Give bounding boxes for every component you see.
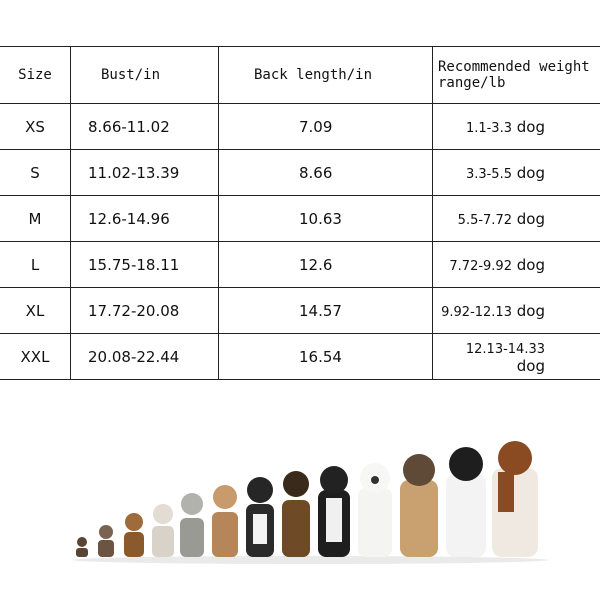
- table-row: L 15.75-18.11 12.6 7.72-9.92 dog: [0, 241, 600, 288]
- table-row: S 11.02-13.39 8.66 3.3-5.5 dog: [0, 149, 600, 196]
- table-row: M 12.6-14.96 10.63 5.5-7.72 dog: [0, 195, 600, 242]
- weight-range: 5.5-7.72: [457, 212, 512, 228]
- dog-figure: [446, 447, 486, 557]
- cell-weight: 12.13-14.33 dog: [432, 333, 600, 380]
- dog-figure: [212, 485, 238, 557]
- cell-bust: 8.66-11.02: [70, 103, 219, 150]
- cell-back-length: 14.57: [218, 287, 433, 334]
- cell-bust: 17.72-20.08: [70, 287, 219, 334]
- table-header-row: Size Bust/in Back length/in Recommended …: [0, 46, 600, 104]
- weight-range: 7.72-9.92: [449, 258, 512, 274]
- weight-unit: dog: [516, 163, 545, 182]
- header-bust: Bust/in: [70, 46, 219, 104]
- cell-weight: 5.5-7.72 dog: [432, 195, 600, 242]
- dog-figure: [246, 477, 274, 557]
- dog-figure: [152, 504, 174, 557]
- dog-sizes-illustration: [72, 441, 548, 564]
- cell-size: XXL: [0, 333, 71, 380]
- cell-back-length: 7.09: [218, 103, 433, 150]
- header-back-length: Back length/in: [218, 46, 433, 104]
- cell-bust: 15.75-18.11: [70, 241, 219, 288]
- cell-weight: 7.72-9.92 dog: [432, 241, 600, 288]
- cell-size: L: [0, 241, 71, 288]
- header-weight-range: Recommended weight range/lb: [432, 46, 600, 104]
- dog-figure: [180, 493, 204, 557]
- dog-figure: [76, 537, 88, 557]
- weight-unit: dog: [516, 117, 545, 136]
- cell-size: S: [0, 149, 71, 196]
- cell-weight: 9.92-12.13 dog: [432, 287, 600, 334]
- weight-unit: dog: [516, 209, 545, 228]
- weight-range: 9.92-12.13: [441, 304, 512, 320]
- dog-figure: [358, 463, 392, 557]
- weight-range: 3.3-5.5: [465, 166, 512, 182]
- weight-unit: dog: [516, 356, 545, 375]
- cell-back-length: 10.63: [218, 195, 433, 242]
- dog-figure: [492, 441, 538, 557]
- cell-size: XS: [0, 103, 71, 150]
- cell-bust: 11.02-13.39: [70, 149, 219, 196]
- cell-weight: 3.3-5.5 dog: [432, 149, 600, 196]
- table-row: XL 17.72-20.08 14.57 9.92-12.13 dog: [0, 287, 600, 334]
- dog-figure: [98, 525, 114, 557]
- weight-range: 1.1-3.3: [465, 120, 512, 136]
- weight-unit: dog: [516, 255, 545, 274]
- cell-back-length: 12.6: [218, 241, 433, 288]
- dog-figure: [400, 454, 438, 557]
- dog-figure: [318, 466, 350, 557]
- weight-unit: dog: [516, 301, 545, 320]
- cell-back-length: 16.54: [218, 333, 433, 380]
- cell-bust: 20.08-22.44: [70, 333, 219, 380]
- header-size: Size: [0, 46, 71, 104]
- cell-bust: 12.6-14.96: [70, 195, 219, 242]
- cell-size: M: [0, 195, 71, 242]
- table-row: XS 8.66-11.02 7.09 1.1-3.3 dog: [0, 103, 600, 150]
- table-row: XXL 20.08-22.44 16.54 12.13-14.33 dog: [0, 333, 600, 380]
- cell-back-length: 8.66: [218, 149, 433, 196]
- weight-range: 12.13-14.33: [465, 341, 545, 357]
- cell-weight: 1.1-3.3 dog: [432, 103, 600, 150]
- dog-figure: [282, 471, 310, 557]
- size-chart-table: Size Bust/in Back length/in Recommended …: [0, 46, 600, 380]
- dog-figure: [124, 513, 144, 557]
- cell-size: XL: [0, 287, 71, 334]
